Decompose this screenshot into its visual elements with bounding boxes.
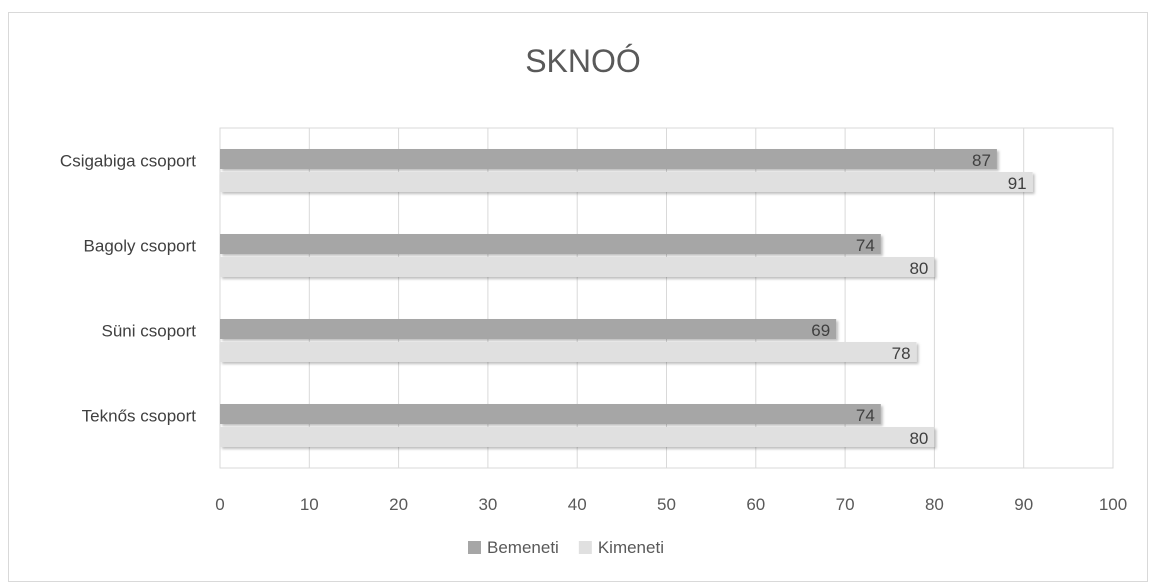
x-tick-label: 40 — [568, 495, 587, 514]
data-label: 78 — [892, 344, 911, 363]
bar-kimeneti — [220, 172, 1033, 192]
category-label: Bagoly csoport — [84, 237, 197, 256]
x-tick-label: 50 — [657, 495, 676, 514]
data-label: 91 — [1008, 174, 1027, 193]
x-tick-label: 60 — [746, 495, 765, 514]
data-label: 80 — [909, 259, 928, 278]
x-tick-label: 20 — [389, 495, 408, 514]
data-label: 74 — [856, 406, 875, 425]
legend-swatch-kimeneti — [578, 541, 592, 554]
x-tick-label: 100 — [1099, 495, 1127, 514]
bar-kimeneti — [220, 427, 935, 447]
x-tick-label: 0 — [215, 495, 224, 514]
bar-bemeneti — [220, 234, 881, 254]
data-label: 69 — [811, 321, 830, 340]
data-label: 80 — [909, 429, 928, 448]
category-label: Teknős csoport — [82, 407, 197, 426]
bar-bemeneti — [220, 319, 837, 339]
x-tick-label: 70 — [836, 495, 855, 514]
bar-kimeneti — [220, 342, 917, 362]
data-label: 87 — [972, 151, 991, 170]
chart-title: SKNOÓ — [525, 43, 641, 79]
bar-kimeneti — [220, 257, 935, 277]
plot-area: 0 10 20 30 40 50 60 70 80 90 100 Csigabiga csoport 8… — [60, 127, 1127, 514]
legend-label-kimeneti: Kimeneti — [598, 538, 664, 557]
legend: Bemeneti Kimeneti — [468, 538, 664, 557]
x-tick-label: 30 — [478, 495, 497, 514]
bar-bemeneti — [220, 404, 881, 424]
bar-bemeneti — [220, 149, 997, 169]
x-tick-label: 80 — [925, 495, 944, 514]
chart-frame — [8, 12, 1148, 582]
legend-swatch-bemeneti — [468, 541, 481, 554]
legend-label-bemeneti: Bemeneti — [487, 538, 559, 557]
category-label: Süni csoport — [102, 322, 197, 341]
data-label: 74 — [856, 236, 875, 255]
x-tick-label: 10 — [300, 495, 319, 514]
category-label: Csigabiga csoport — [60, 152, 196, 171]
x-tick-label: 90 — [1014, 495, 1033, 514]
